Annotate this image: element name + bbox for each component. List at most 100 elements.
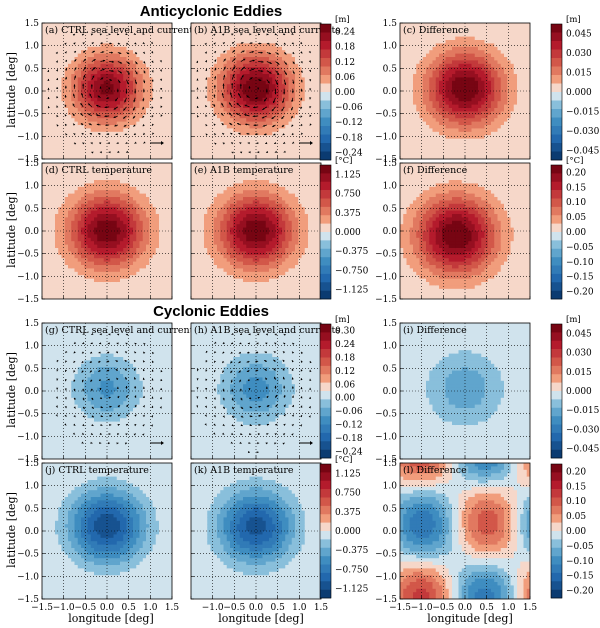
heatmap-cell [120, 40, 124, 44]
heatmap-cell [452, 29, 456, 34]
heatmap-cell [168, 80, 172, 85]
heatmap-cell [435, 26, 440, 31]
heatmap-cell [61, 43, 66, 48]
heatmap-cell [149, 152, 153, 156]
heatmap-cell [42, 118, 46, 122]
heatmap-cell [406, 138, 411, 143]
heatmap-cell [308, 135, 312, 139]
heatmap-cell [139, 111, 144, 116]
heatmap-cell [123, 26, 127, 31]
heatmap-cell [406, 60, 411, 65]
heatmap-cell [288, 138, 293, 143]
heatmap-cell [432, 60, 437, 65]
current-arrowhead [126, 82, 129, 85]
current-arrowhead [309, 105, 312, 109]
heatmap-cell [458, 121, 463, 126]
heatmap-cell [265, 84, 270, 88]
heatmap-cell [220, 57, 224, 61]
heatmap-cell [403, 148, 407, 153]
heatmap-cell [413, 121, 417, 126]
heatmap-cell [265, 131, 270, 136]
heatmap-cell [278, 155, 283, 159]
heatmap-cell [103, 118, 108, 122]
heatmap-cell [409, 50, 414, 54]
current-arrowhead [97, 95, 100, 98]
heatmap-cell [77, 36, 82, 41]
heatmap-cell [432, 50, 437, 54]
heatmap-cell [100, 145, 105, 150]
heatmap-cell [71, 60, 75, 65]
heatmap-cell [58, 145, 62, 150]
heatmap-cell [413, 43, 417, 48]
heatmap-cell [288, 87, 293, 92]
heatmap-cell [159, 29, 163, 34]
heatmap-cell [468, 118, 472, 122]
heatmap-cell [455, 33, 459, 37]
heatmap-cell [439, 142, 443, 146]
heatmap-cell [116, 23, 121, 27]
heatmap-cell [288, 155, 293, 159]
heatmap-cell [139, 104, 144, 109]
heatmap-cell [149, 63, 153, 68]
heatmap-cell [113, 53, 118, 58]
heatmap-cell [249, 111, 254, 116]
heatmap-cell [308, 91, 312, 95]
heatmap-cell [243, 63, 247, 68]
heatmap-cell [422, 43, 427, 48]
heatmap-cell [55, 121, 59, 126]
heatmap-cell [403, 135, 407, 139]
heatmap-cell [168, 142, 172, 146]
heatmap-cell [116, 77, 121, 82]
heatmap-cell [445, 70, 450, 75]
heatmap-cell [42, 111, 46, 116]
heatmap-cell [42, 104, 46, 109]
heatmap-cell [94, 33, 98, 37]
heatmap-cell [126, 148, 131, 153]
heatmap-cell [220, 125, 224, 129]
heatmap-cell [262, 128, 267, 133]
heatmap-cell [58, 111, 62, 116]
heatmap-cell [194, 118, 198, 122]
heatmap-cell [200, 142, 205, 146]
heatmap-cell [107, 91, 111, 95]
heatmap-cell [239, 145, 244, 150]
heatmap-cell [149, 80, 153, 85]
heatmap-cell [142, 43, 147, 48]
heatmap-cell [68, 152, 72, 156]
heatmap-cell [51, 23, 56, 27]
heatmap-cell [77, 50, 82, 54]
heatmap-cell [256, 63, 260, 68]
heatmap-cell [314, 94, 319, 99]
heatmap-cell [432, 80, 437, 85]
current-arrowhead [93, 59, 96, 62]
heatmap-cell [45, 101, 49, 105]
heatmap-cell [295, 63, 299, 68]
heatmap-cell [314, 84, 319, 88]
heatmap-cell [233, 111, 237, 116]
heatmap-cell [481, 74, 485, 78]
current-arrowhead [222, 133, 225, 136]
heatmap-cell [155, 111, 160, 116]
heatmap-cell [465, 108, 469, 112]
heatmap-cell [116, 53, 121, 58]
current-arrowhead [223, 74, 226, 78]
heatmap-cell [468, 135, 472, 139]
heatmap-cell [103, 46, 108, 51]
heatmap-cell [74, 74, 79, 78]
current-arrowhead [107, 142, 110, 145]
current-arrowhead [64, 42, 67, 46]
heatmap-cell [165, 145, 170, 150]
heatmap-cell [113, 63, 118, 68]
heatmap-cell [406, 114, 411, 119]
heatmap-cell [465, 125, 469, 129]
heatmap-cell [272, 135, 276, 139]
heatmap-cell [64, 135, 69, 139]
heatmap-cell [406, 23, 411, 27]
heatmap-cell [142, 57, 147, 61]
current-arrowhead [80, 123, 84, 126]
heatmap-cell [204, 138, 208, 143]
heatmap-cell [77, 84, 82, 88]
heatmap-cell [129, 43, 134, 48]
heatmap-cell [64, 43, 69, 48]
heatmap-cell [116, 63, 121, 68]
